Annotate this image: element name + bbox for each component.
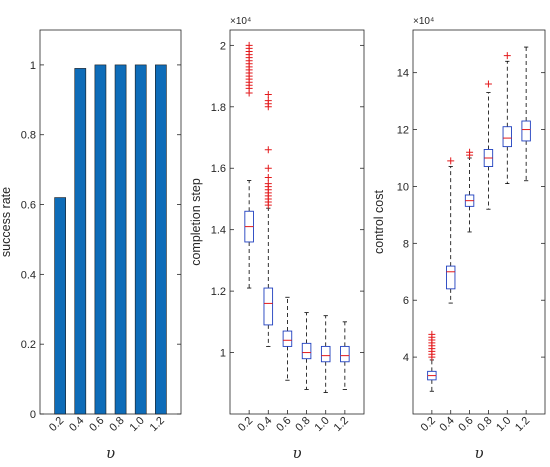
chart-panel-1: 00.20.40.60.810.2 0.4 0.6 0.8 1.0 1.2υsuccess… xyxy=(0,29,182,462)
chart-panel-2: 11.21.41.61.820.2 0.4 0.6 0.8 1.0 1.2υcomplet… xyxy=(189,16,365,462)
x-tick-label: 0.4 xyxy=(438,415,457,434)
x-tick-label: 0.4 xyxy=(255,415,274,434)
y-tick-label: 4 xyxy=(403,352,409,364)
y-axis-label: control cost xyxy=(372,190,386,254)
x-tick-label: 1.2 xyxy=(148,415,167,434)
outlier-marker xyxy=(264,146,272,154)
y-tick-label: 2 xyxy=(220,40,226,52)
box xyxy=(320,345,331,363)
x-axis-label: υ xyxy=(292,444,301,462)
x-tick-label: 0.6 xyxy=(456,415,475,434)
bar xyxy=(114,64,127,415)
x-tick-label: 1.2 xyxy=(513,415,532,434)
bar xyxy=(74,68,87,415)
box-group xyxy=(301,312,312,390)
outlier-marker xyxy=(264,97,272,105)
outlier-marker xyxy=(264,180,272,188)
box xyxy=(502,126,512,148)
bar xyxy=(54,197,66,415)
box-group xyxy=(340,321,350,390)
box-group xyxy=(263,91,274,347)
x-tick-label: 0.4 xyxy=(67,415,86,434)
y-tick-label: 1.6 xyxy=(211,163,226,175)
box xyxy=(263,287,274,326)
outlier-marker xyxy=(264,173,272,181)
y-tick-label: 14 xyxy=(397,68,409,80)
outlier-marker xyxy=(466,148,474,156)
y-tick-label: 6 xyxy=(403,295,409,307)
y-tick-label: 1 xyxy=(220,348,226,360)
box-group xyxy=(282,296,293,381)
y-tick-label: 1.2 xyxy=(211,286,226,298)
box-group xyxy=(446,157,456,304)
y-tick-label: 12 xyxy=(397,125,409,137)
box-group xyxy=(320,315,331,393)
chart-panel-3: 4 6 8 10 12 14 0.2 0.4 0.6 0.8 1.0 1.2 υ control cost… xyxy=(372,16,546,462)
y-tick-label: 0.2 xyxy=(21,339,36,351)
y-tick-label: 1.8 xyxy=(211,102,226,114)
y-axis-label: success rate xyxy=(0,187,13,257)
x-tick-label: 1.2 xyxy=(332,415,351,434)
box-group xyxy=(244,41,254,289)
box-group xyxy=(427,330,437,392)
x-tick-label: 0.8 xyxy=(293,415,312,434)
axes-box xyxy=(229,29,365,415)
exponent-label: ×10⁴ xyxy=(230,16,251,27)
y-tick-label: 0 xyxy=(30,409,36,421)
box-group xyxy=(502,52,512,185)
x-tick-label: 0.8 xyxy=(107,415,126,434)
box-group xyxy=(464,148,475,233)
box xyxy=(446,265,456,290)
box-group xyxy=(483,80,494,210)
y-tick-label: 0.6 xyxy=(21,200,36,212)
y-tick-label: 1.4 xyxy=(211,225,226,237)
x-tick-label: 1.0 xyxy=(313,415,332,434)
outlier-marker xyxy=(503,52,511,60)
box xyxy=(301,342,312,360)
x-tick-label: 0.6 xyxy=(274,415,293,434)
outlier-marker xyxy=(264,164,272,172)
box xyxy=(521,120,531,142)
outlier-marker xyxy=(484,80,492,88)
x-axis-label: υ xyxy=(106,444,115,462)
y-tick-label: 0.4 xyxy=(21,269,36,281)
box xyxy=(282,330,293,347)
y-axis-label: completion step xyxy=(189,178,203,266)
outlier-marker xyxy=(447,157,455,165)
y-tick-label: 1 xyxy=(30,60,36,72)
x-tick-label: 0.6 xyxy=(87,415,106,434)
x-tick-label: 1.0 xyxy=(128,415,147,434)
x-tick-label: 1.0 xyxy=(494,415,513,434)
y-tick-label: 8 xyxy=(403,238,409,250)
bar xyxy=(134,64,147,415)
x-tick-label: 0.2 xyxy=(236,415,255,434)
box-group xyxy=(521,46,531,182)
outlier-marker xyxy=(245,41,253,49)
axes-box xyxy=(412,29,546,415)
exponent-label: ×10⁴ xyxy=(413,16,434,27)
y-tick-label: 0.8 xyxy=(21,130,36,142)
bar xyxy=(155,64,167,415)
box xyxy=(340,345,350,363)
x-tick-label: 0.2 xyxy=(419,415,438,434)
x-axis-label: υ xyxy=(474,444,483,462)
bar xyxy=(94,64,107,415)
outlier-marker xyxy=(428,330,436,338)
x-tick-label: 0.2 xyxy=(47,415,66,434)
y-tick-label: 10 xyxy=(397,181,409,193)
outlier-marker xyxy=(264,91,272,99)
axes-box xyxy=(39,29,182,415)
x-tick-label: 0.8 xyxy=(475,415,494,434)
